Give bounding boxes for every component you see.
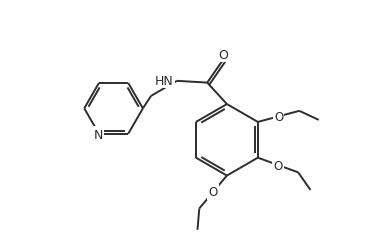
Text: N: N xyxy=(93,129,103,141)
Text: O: O xyxy=(274,110,283,123)
Text: HN: HN xyxy=(155,74,174,87)
Text: O: O xyxy=(209,186,218,199)
Text: O: O xyxy=(273,159,283,172)
Text: O: O xyxy=(218,48,228,61)
